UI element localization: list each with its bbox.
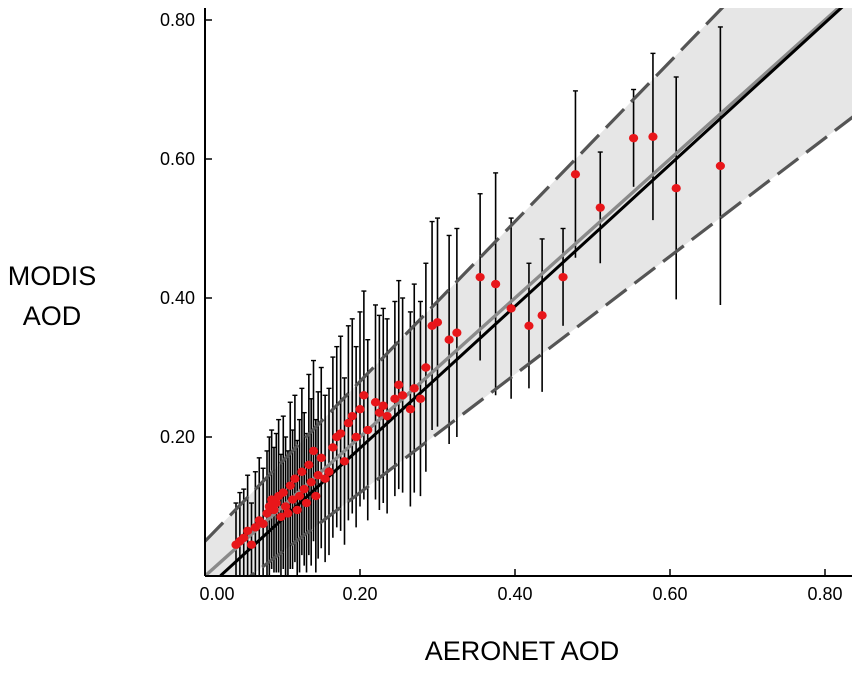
data-point [405,405,415,414]
data-point [343,418,353,428]
data-point [570,170,581,179]
data-point [378,401,388,410]
data-point [297,467,307,476]
y-tick-label: 0.20 [160,427,195,447]
data-point [506,304,516,313]
data-point [628,133,639,143]
regression-line [219,8,844,576]
data-point [715,161,725,171]
data-point [374,408,384,417]
axes: 0.00 0.20 0.40 0.60 0.80 0.20 0.40 0.60 0.80 [160,8,852,604]
data-point [276,512,286,522]
data-point [390,394,400,403]
data-point [339,457,350,466]
x-tick-label: 0.20 [342,584,377,604]
data-point [278,488,288,497]
data-point [452,328,462,337]
data-point [243,526,253,536]
data-point [320,474,330,483]
data-point [308,446,319,456]
data-point [370,398,381,407]
x-tick-label: 0.80 [807,584,842,604]
data-point [328,443,338,452]
y-axis-label-line-1: MODIS [7,261,97,291]
data-point [558,272,568,282]
data-point [290,474,300,483]
data-point [671,183,681,193]
y-tick-label: 0.40 [160,288,195,308]
y-axis-label: MODIS AOD [0,256,104,336]
data-point [359,391,369,400]
data-point [281,502,291,511]
data-point [250,523,260,532]
data-point [285,481,295,490]
data-point [491,279,501,289]
data-point [394,380,404,390]
data-point [382,411,392,421]
x-axis-label: AERONET AOD [424,636,620,666]
data-point [313,471,323,480]
data-point [336,429,346,438]
data-point [347,411,357,421]
data-point [246,540,257,549]
data-point [301,498,312,508]
data-point [311,491,321,501]
data-point [475,272,485,282]
data-point [306,477,316,487]
x-tick-label: 0.00 [199,584,234,604]
data-point [355,405,365,414]
data-point [304,460,314,469]
data-point [409,384,419,393]
x-tick-label: 0.40 [497,584,532,604]
data-point [537,311,547,320]
envelope-upper-line [205,8,725,543]
y-axis-label-line-2: AOD [22,301,82,331]
data-point [299,484,309,494]
envelope-lower-line [247,115,852,576]
data-point [292,505,302,515]
data-point [421,363,431,372]
data-point [239,533,249,542]
data-point [415,394,426,403]
data-point [324,467,334,476]
data-point [351,432,361,442]
plot-clip-group [205,8,852,576]
data-point [283,509,293,518]
plot-area [205,8,852,576]
data-point [271,498,281,508]
data-point [444,335,454,344]
data-point [316,453,326,463]
data-point [363,425,373,435]
data-point [287,495,298,504]
data-point [432,318,443,327]
data-point [524,321,534,330]
y-tick-label: 0.80 [160,10,195,30]
data-point [648,132,658,141]
x-tick-label: 0.60 [652,584,687,604]
data-point [294,491,305,501]
y-tick-label: 0.60 [160,149,195,169]
data-point [398,391,408,400]
data-point [258,519,268,529]
data-point [269,505,279,515]
data-point [262,509,272,518]
data-point [595,203,605,212]
